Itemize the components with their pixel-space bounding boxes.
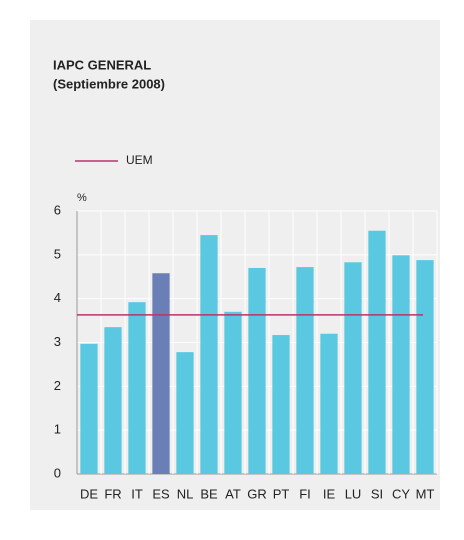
x-tick-label: SI	[371, 486, 383, 501]
x-tick-label: LU	[345, 486, 362, 501]
y-tick-label: 5	[54, 246, 61, 261]
x-tick-label: CY	[392, 486, 410, 501]
x-tick-label: PT	[273, 486, 290, 501]
bar	[272, 335, 290, 474]
x-tick-label: FR	[104, 486, 121, 501]
bar	[368, 230, 386, 474]
bar	[128, 302, 146, 474]
x-tick-label: MT	[416, 486, 435, 501]
x-tick-label: NL	[177, 486, 194, 501]
chart-subtitle: (Septiembre 2008)	[53, 76, 165, 91]
bar	[344, 262, 362, 474]
bar	[248, 267, 266, 474]
x-tick-label: IT	[131, 486, 143, 501]
bar	[320, 333, 338, 474]
chart-title: IAPC GENERAL	[53, 57, 151, 72]
x-tick-label: FI	[299, 486, 311, 501]
bar	[200, 235, 218, 474]
y-tick-label: 2	[54, 378, 61, 393]
x-tick-label: BE	[200, 486, 218, 501]
bar	[104, 327, 122, 474]
legend-label: UEM	[126, 153, 153, 167]
y-tick-label: 0	[54, 465, 61, 480]
x-tick-label: DE	[80, 486, 98, 501]
y-tick-label: 1	[54, 422, 61, 437]
x-tick-label: AT	[225, 486, 241, 501]
x-tick-label: IE	[323, 486, 336, 501]
y-tick-label: 3	[54, 334, 61, 349]
bar	[416, 260, 434, 474]
x-tick-label: GR	[247, 486, 267, 501]
bar	[176, 352, 194, 474]
bar	[224, 311, 242, 474]
bar	[392, 255, 410, 474]
y-axis-label: %	[77, 192, 87, 204]
y-tick-label: 4	[54, 290, 61, 305]
bar	[80, 343, 98, 474]
y-tick-label: 6	[54, 202, 61, 217]
x-tick-label: ES	[152, 486, 170, 501]
bar	[152, 273, 170, 474]
bar	[296, 267, 314, 474]
